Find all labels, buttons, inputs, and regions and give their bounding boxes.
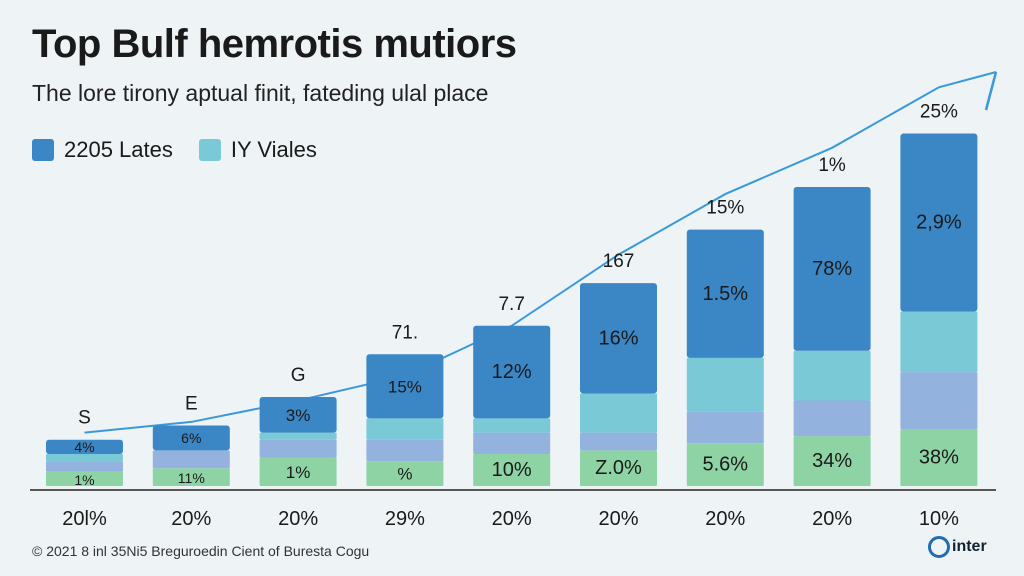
bar-top-label-3: 3% [286,406,311,425]
bar-segment-green-8 [793,436,871,486]
trend-arrow-head [984,71,998,111]
x-tick-label-5: 20% [492,508,532,530]
bar-segment-2205-lates-5 [473,325,551,419]
bar-above-label-2: E [185,393,198,414]
bar-segment-green-5 [473,453,551,486]
bar-above-label-8: 1% [818,155,846,176]
bar-segment-teal-6 [580,393,657,433]
bar-bottom-label-5: 10% [492,459,532,481]
bar-bottom-label-2: 11% [178,470,205,486]
bar-segment-teal-1 [46,453,123,462]
bar-segment-lavender-9 [900,372,978,430]
logo-text: inter [952,538,987,555]
bar-segment-teal-8 [793,350,871,401]
bar-above-label-3: G [291,365,306,386]
legend-item-series-2: IY Viales [198,137,317,163]
legend-item-series-1: 2205 Lates [32,137,173,163]
bar-segment-teal-9 [900,311,978,373]
bar-segment-2205-lates-8 [793,186,871,351]
x-tick-label-9: 10% [919,508,959,530]
bar-above-label-5: 7.7 [498,294,524,315]
bar-segment-green-2 [152,468,230,486]
x-tick-label-1: 20l% [62,508,107,530]
bar-segment-green-9 [900,429,978,486]
bar-segment-lavender-6 [580,432,657,451]
x-tick-label-3: 20% [278,508,318,530]
bar-segment-teal-4 [366,418,444,440]
bar-top-label-6: 16% [598,327,638,349]
chart-subtitle: The lore tirony aptual finit, fateding u… [32,80,489,106]
bar-top-label-9: 2,9% [916,212,962,234]
bar-segment-2205-lates-4 [366,354,444,419]
bar-segment-teal-5 [473,418,551,433]
bar-bottom-label-7: 5.6% [703,454,749,476]
footer-copyright: © 2021 8 inl 35Ni5 Breguroedin Cient of … [32,543,370,559]
x-tick-label-6: 20% [598,508,638,530]
bar-above-label-6: 167 [603,251,635,272]
bar-segment-green-7 [686,443,764,486]
bar-above-label-1: S [78,408,91,429]
trend-line [84,71,997,434]
bar-segment-2205-lates-6 [580,283,657,394]
bar-top-label-7: 1.5% [703,283,749,305]
brand-logo: inter [928,536,987,558]
legend-label-series-1: 2205 Lates [64,137,173,162]
legend: 2205 Lates IY Viales [32,137,317,163]
bar-segment-2205-lates-1 [46,439,123,454]
logo-circle-icon [928,536,950,558]
bar-segment-green-1 [46,471,123,486]
x-tick-label-7: 20% [705,508,745,530]
x-tick-label-8: 20% [812,508,852,530]
x-tick-label-2: 20% [171,508,211,530]
bar-bottom-label-9: 38% [919,447,959,469]
bar-above-label-9: 25% [920,102,958,123]
bar-segment-green-4 [366,461,444,486]
bar-segment-lavender-5 [473,432,551,454]
bar-top-label-1: 4% [74,439,94,455]
legend-swatch-series-1 [32,139,54,161]
bar-bottom-label-3: 1% [286,463,311,482]
bar-segment-2205-lates-3 [259,397,337,433]
bar-top-label-8: 78% [812,258,852,280]
bar-bottom-label-4: % [397,465,412,484]
bar-segment-teal-7 [686,357,764,412]
x-tick-label-4: 29% [385,508,425,530]
bar-segment-teal-3 [259,432,337,440]
bar-segment-green-3 [259,457,337,486]
bar-segment-2205-lates-2 [152,425,230,451]
bar-top-label-2: 6% [181,430,201,446]
bar-segment-lavender-1 [46,461,123,472]
bar-bottom-label-6: Z.0% [595,457,642,479]
bar-bottom-label-8: 34% [812,450,852,472]
bar-segment-lavender-3 [259,439,337,458]
bar-segment-lavender-8 [793,400,871,437]
legend-swatch-series-2 [198,139,221,161]
bar-top-label-4: 15% [388,377,422,396]
chart-title: Top Bulf hemrotis mutiors [32,22,517,66]
bar-above-label-7: 15% [706,198,744,219]
bar-bottom-label-1: 1% [74,472,94,488]
bar-segment-lavender-2 [152,450,230,469]
bar-segment-2205-lates-7 [686,229,764,358]
legend-label-series-2: IY Viales [230,137,317,162]
bar-segment-2205-lates-9 [900,133,978,312]
bar-above-label-4: 71. [392,322,418,343]
bar-segment-lavender-4 [366,439,444,462]
bar-segment-lavender-7 [686,411,764,444]
bar-segment-green-6 [580,450,657,486]
bar-top-label-5: 12% [492,361,532,383]
